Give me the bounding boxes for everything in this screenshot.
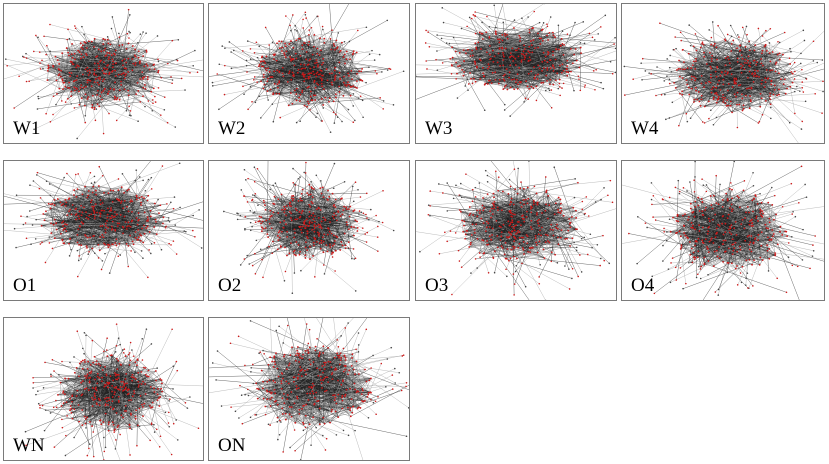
network-panel-w1: W1 bbox=[3, 3, 204, 144]
network-panel-o4: O4 bbox=[621, 160, 825, 301]
network-panel-o2: O2 bbox=[208, 160, 410, 301]
panel-label: O2 bbox=[218, 275, 242, 296]
nodes bbox=[416, 4, 616, 117]
edges bbox=[4, 161, 203, 278]
network-panel-on: ON bbox=[208, 317, 410, 461]
network-graph bbox=[622, 161, 824, 300]
network-panel-o3: O3 bbox=[415, 160, 617, 301]
nodes bbox=[419, 161, 614, 300]
network-panel-w3: W3 bbox=[415, 3, 617, 144]
nodes bbox=[623, 21, 824, 130]
network-panel-wn: WN bbox=[3, 317, 204, 461]
panel-label: W4 bbox=[631, 118, 659, 139]
network-graph bbox=[223, 161, 395, 294]
network-panel-w2: W2 bbox=[208, 3, 410, 144]
edges bbox=[624, 21, 824, 143]
edges bbox=[209, 4, 404, 133]
nodes bbox=[24, 323, 200, 460]
panel-label: WN bbox=[13, 435, 45, 456]
panel-label: O1 bbox=[13, 275, 37, 296]
panel-label: W1 bbox=[13, 118, 41, 139]
nodes bbox=[211, 320, 409, 460]
network-graph bbox=[209, 4, 405, 133]
network-graph bbox=[623, 21, 824, 143]
nodes bbox=[628, 161, 816, 296]
panel-label: O4 bbox=[631, 275, 655, 296]
network-graph bbox=[209, 318, 409, 460]
nodes bbox=[211, 11, 405, 133]
network-graph bbox=[4, 8, 203, 140]
edges bbox=[209, 318, 409, 460]
network-graph bbox=[4, 161, 203, 279]
edges bbox=[223, 161, 394, 294]
nodes bbox=[13, 162, 203, 279]
network-graph bbox=[24, 323, 203, 460]
network-graph bbox=[416, 4, 616, 117]
network-graph bbox=[416, 161, 616, 300]
panel-label: W2 bbox=[218, 118, 246, 139]
panel-label: O3 bbox=[425, 275, 449, 296]
nodes bbox=[223, 161, 395, 294]
network-panel-o1: O1 bbox=[3, 160, 204, 301]
nodes bbox=[5, 8, 199, 140]
panel-label: ON bbox=[218, 435, 246, 456]
panel-label: W3 bbox=[425, 118, 453, 139]
network-panel-w4: W4 bbox=[621, 3, 825, 144]
edges bbox=[416, 4, 616, 117]
